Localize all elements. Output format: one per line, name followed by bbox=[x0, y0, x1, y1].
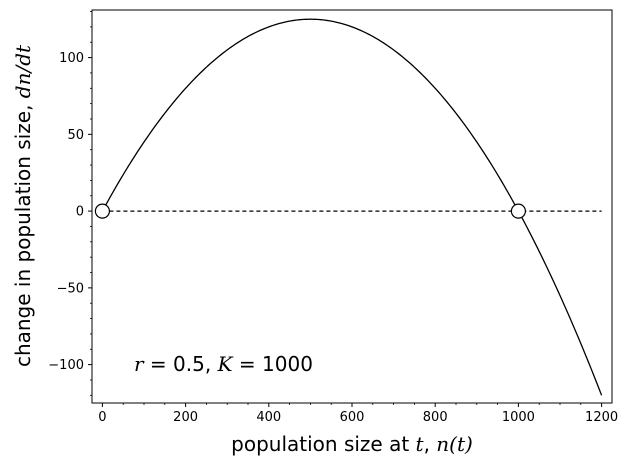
y-axis-label-math: dn/dt bbox=[11, 44, 35, 98]
equilibrium-point bbox=[94, 203, 111, 219]
annotation-k-equals: = bbox=[233, 352, 262, 376]
x-tick-label: 800 bbox=[423, 410, 448, 425]
y-axis-label-text: change in population size, bbox=[11, 98, 35, 367]
y-tick-label: 50 bbox=[67, 128, 84, 143]
annotation-r-equals: = bbox=[144, 352, 173, 376]
y-ticks: −100 −50 0 50 100 bbox=[48, 11, 92, 396]
annotation-separator: , bbox=[205, 352, 218, 376]
annotation-k-value: 1000 bbox=[262, 352, 313, 376]
x-tick-label: 200 bbox=[173, 410, 198, 425]
x-axis-label-sep: , bbox=[424, 432, 437, 456]
x-tick-label: 1200 bbox=[585, 410, 618, 425]
x-tick-label: 1000 bbox=[502, 410, 535, 425]
x-axis-label-t: t bbox=[416, 432, 425, 456]
x-tick-label: 600 bbox=[340, 410, 365, 425]
x-tick-label: 400 bbox=[256, 410, 281, 425]
x-tick-label: 0 bbox=[98, 410, 106, 425]
axes-frame bbox=[91, 9, 613, 404]
annotation-r-value: 0.5 bbox=[173, 352, 205, 376]
x-axis-label-text: population size at bbox=[231, 432, 415, 456]
y-tick-label: −100 bbox=[48, 358, 84, 373]
equilibrium-point bbox=[510, 203, 527, 219]
equilibrium-markers bbox=[94, 203, 527, 219]
y-tick-label: 100 bbox=[59, 51, 84, 66]
y-tick-label: 0 bbox=[76, 205, 84, 220]
growth-curve bbox=[101, 18, 603, 396]
y-tick-label: −50 bbox=[57, 281, 84, 296]
x-ticks: 0 200 400 600 800 1000 1200 bbox=[98, 403, 618, 425]
x-axis-label: population size at t, n(t) bbox=[231, 432, 473, 456]
annotation: r = 0.5, K = 1000 bbox=[134, 352, 313, 376]
annotation-r-label: r bbox=[134, 352, 145, 376]
annotation-k-label: K bbox=[217, 352, 234, 376]
plot-area: 0 200 400 600 800 1000 1200 −100 −50 0 50 100 bbox=[48, 9, 618, 425]
x-axis-label-nt: n(t) bbox=[436, 432, 473, 456]
y-axis-label: change in population size, dn/dt bbox=[11, 44, 35, 367]
